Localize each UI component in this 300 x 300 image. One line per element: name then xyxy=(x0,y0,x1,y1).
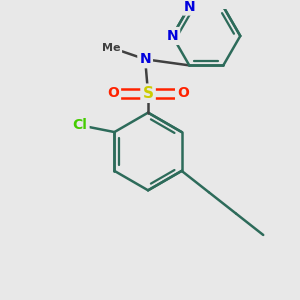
Text: N: N xyxy=(167,29,178,43)
Text: N: N xyxy=(139,52,151,66)
Text: Me: Me xyxy=(102,43,120,52)
Text: S: S xyxy=(142,86,154,101)
Text: O: O xyxy=(107,86,119,100)
Text: Cl: Cl xyxy=(73,118,88,132)
Text: N: N xyxy=(184,0,195,14)
Text: O: O xyxy=(177,86,189,100)
